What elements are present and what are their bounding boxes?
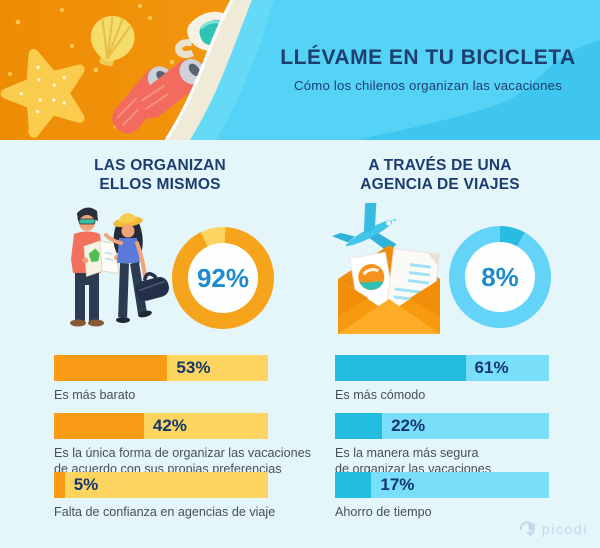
bar-caption: Falta de confianza en agencias de viaje: [54, 505, 276, 519]
stat-bar: 42% Es la única forma de organizar las v…: [54, 413, 311, 477]
donut-value: 92%: [196, 262, 250, 293]
bar-value: 61%: [474, 358, 509, 377]
stat-bar: 61% Es más cómodo: [335, 355, 549, 403]
bar-value: 22%: [391, 416, 426, 435]
bar-fill: [335, 472, 372, 498]
scallop-shell-icon: [90, 16, 135, 67]
water-light-band: [190, 0, 274, 140]
airplane-icon: [332, 203, 397, 254]
header-titles: LLÉVAME EN TU BICICLETA Cómo los chileno…: [268, 46, 588, 93]
bar-value: 5%: [73, 475, 99, 494]
bar-fill: [335, 413, 383, 439]
bar-caption: Es la manera más segura de organizar las…: [335, 446, 492, 476]
water-shade: [356, 40, 600, 140]
couple-with-map-icon: [70, 207, 169, 327]
bar-fill: [54, 355, 168, 381]
donut-value: 8%: [481, 261, 519, 292]
bar-caption: Es más cómodo: [335, 388, 426, 402]
stat-bar: 22% Es la manera más segura de organizar…: [335, 413, 549, 477]
bar-value: 42%: [152, 416, 187, 435]
foam-line: [164, 0, 234, 140]
stat-bar: 5% Falta de confianza en agencias de via…: [54, 472, 276, 520]
stat-bar: 17% Ahorro de tiempo: [335, 472, 549, 520]
donut-chart-travel-agency: 8%: [449, 226, 551, 328]
starfish-icon: [0, 48, 85, 138]
bar-caption: Es la única forma de organizar las vacac…: [54, 446, 311, 476]
bar-fill: [54, 472, 65, 498]
bar-caption: Ahorro de tiempo: [335, 505, 432, 519]
right-column-heading: A TRAVÉS DE UNA AGENCIA DE VIAJES: [360, 157, 520, 193]
brand-logo: picodi: [518, 520, 588, 538]
bar-value: 53%: [176, 358, 211, 377]
donut-chart-self-organized: 92%: [172, 227, 274, 329]
stat-bar: 53% Es más barato: [54, 355, 268, 403]
picodi-mascot-icon: [519, 521, 535, 536]
bar-fill: [335, 355, 466, 381]
envelope-plane-icon: [332, 203, 441, 334]
bar-fill: [54, 413, 144, 439]
bar-value: 17%: [380, 475, 415, 494]
header-banner: LLÉVAME EN TU BICICLETA Cómo los chileno…: [0, 0, 600, 140]
brand-name: picodi: [541, 521, 588, 537]
page-subtitle: Cómo los chilenos organizan las vacacion…: [294, 78, 562, 93]
beach-illustration: [0, 0, 600, 140]
left-column-heading: LAS ORGANIZAN ELLOS MISMOS: [94, 157, 226, 193]
bar-caption: Es más barato: [54, 388, 136, 402]
page-title: LLÉVAME EN TU BICICLETA: [280, 46, 576, 69]
